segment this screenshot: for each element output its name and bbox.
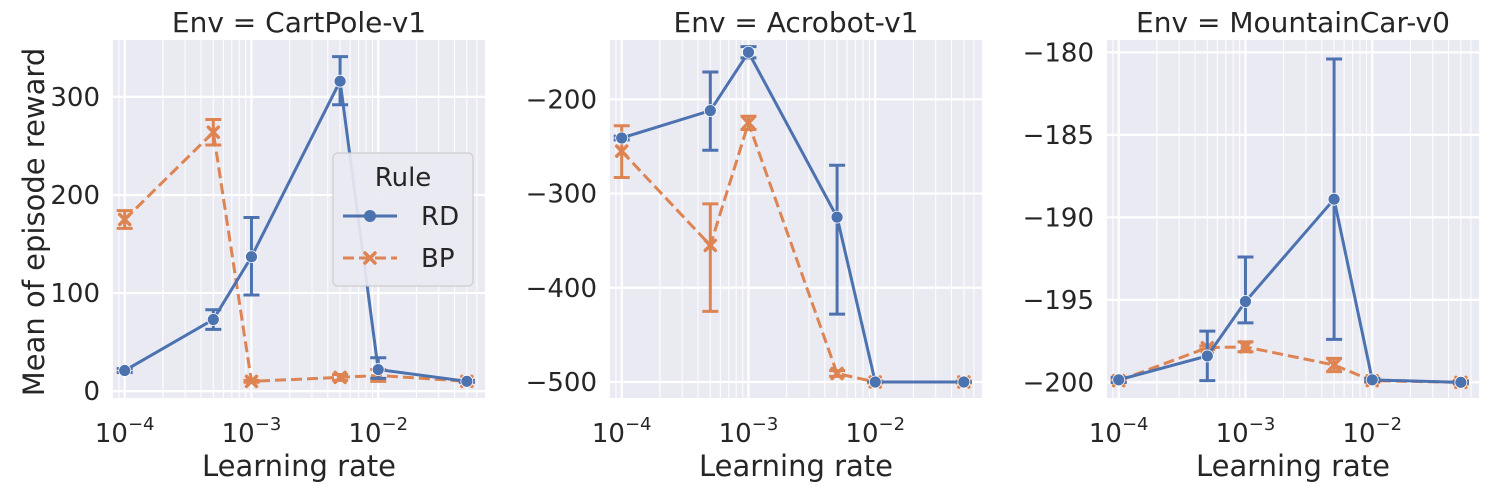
x-tick-label: 10−3 — [1216, 414, 1276, 449]
panel-2: 10−4 10−3 10−2 −500 −400 −300 −200 Env = Acrobo… — [526, 6, 983, 483]
legend-title: Rule — [375, 163, 432, 193]
y-tick-label: −185 — [1023, 121, 1094, 151]
y-tick-label: −200 — [1023, 368, 1094, 398]
data-point — [1112, 373, 1126, 387]
data-point — [1200, 349, 1214, 363]
data-point — [460, 374, 474, 388]
panel-title: Env = MountainCar-v0 — [1136, 6, 1450, 39]
series-line — [123, 76, 468, 383]
y-axis-label: Mean of episode reward — [17, 48, 51, 396]
y-tick-label: 300 — [50, 83, 100, 113]
x-axis-label: Learning rate — [202, 449, 396, 483]
data-point — [615, 131, 629, 145]
series-rd — [116, 55, 475, 388]
legend-box — [332, 152, 474, 287]
data-point — [1327, 358, 1341, 372]
panel-title: Env = CartPole-v1 — [172, 6, 426, 39]
data-point — [830, 366, 844, 381]
y-tick-label: −195 — [1023, 286, 1094, 316]
data-point — [830, 210, 844, 224]
data-point — [868, 375, 882, 389]
x-tick-label: 10−2 — [1342, 414, 1402, 449]
data-point — [1327, 192, 1341, 206]
x-tick-label: 10−4 — [95, 414, 155, 449]
panel-title: Env = Acrobot-v1 — [674, 6, 919, 39]
y-tick-label: 100 — [50, 279, 100, 309]
data-point — [206, 125, 221, 139]
y-tick-label: −300 — [526, 180, 597, 210]
data-point — [703, 238, 718, 253]
data-point — [206, 313, 220, 326]
data-point — [742, 45, 755, 59]
x-tick-label: 10−2 — [845, 414, 905, 449]
x-tick-label: 10−3 — [222, 414, 282, 449]
series-rd — [1110, 57, 1469, 389]
data-point — [245, 250, 258, 264]
legend-label: BP — [421, 244, 455, 274]
legend-marker — [363, 251, 377, 265]
data-point — [118, 364, 132, 377]
panel-3: 10−4 10−3 10−2 −200 −195 −190 −185 −180 Env = Mo… — [1023, 6, 1480, 483]
y-tick-label: −200 — [526, 85, 597, 115]
data-point — [1238, 340, 1253, 354]
series-line — [123, 129, 467, 383]
legend-label: RD — [421, 202, 459, 232]
plot-area — [609, 40, 983, 398]
series-line — [1118, 195, 1461, 384]
y-tick-label: −180 — [1023, 38, 1094, 68]
x-axis-label: Learning rate — [1196, 449, 1390, 483]
y-tick-label: −190 — [1023, 203, 1094, 233]
y-tick-label: 200 — [50, 181, 100, 211]
data-point — [1239, 295, 1252, 308]
legend-marker — [364, 210, 376, 222]
data-point — [1365, 373, 1379, 387]
data-point — [1454, 375, 1468, 389]
data-point — [614, 144, 629, 158]
y-tick-label: 0 — [83, 377, 100, 407]
series-rd — [613, 45, 972, 389]
data-point — [333, 370, 347, 385]
y-tick-label: −400 — [526, 274, 597, 304]
x-tick-label: 10−2 — [348, 414, 408, 449]
plot-area — [1106, 40, 1480, 398]
series-line — [621, 49, 964, 384]
data-point — [371, 363, 385, 376]
x-axis-label: Learning rate — [699, 449, 893, 483]
y-tick-label: −500 — [526, 368, 597, 398]
x-tick-label: 10−4 — [1089, 414, 1149, 449]
data-point — [957, 375, 971, 389]
data-point — [117, 212, 132, 227]
data-point — [333, 74, 347, 88]
x-tick-label: 10−3 — [719, 414, 779, 449]
x-tick-label: 10−4 — [592, 414, 652, 449]
data-point — [703, 104, 717, 118]
data-point — [244, 374, 259, 389]
data-point — [741, 116, 756, 130]
legend: Rule RD BP — [332, 152, 474, 287]
